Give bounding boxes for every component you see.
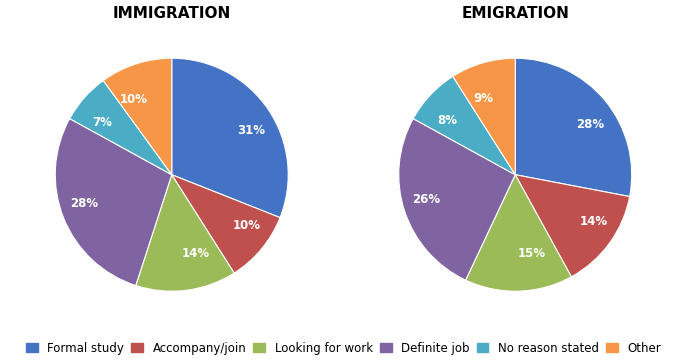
Text: 9%: 9% — [473, 92, 493, 105]
Text: 7%: 7% — [93, 116, 113, 129]
Title: IMMIGRATION: IMMIGRATION — [113, 6, 231, 21]
Wedge shape — [172, 58, 289, 218]
Text: 8%: 8% — [438, 114, 458, 127]
Text: 14%: 14% — [579, 215, 607, 228]
Legend: Formal study, Accompany/join, Looking for work, Definite job, No reason stated, : Formal study, Accompany/join, Looking fo… — [23, 338, 664, 358]
Wedge shape — [453, 58, 515, 175]
Text: 26%: 26% — [412, 193, 440, 206]
Text: 31%: 31% — [237, 124, 265, 137]
Text: 28%: 28% — [70, 197, 98, 210]
Wedge shape — [413, 76, 515, 175]
Text: 14%: 14% — [181, 247, 210, 260]
Wedge shape — [55, 119, 172, 285]
Text: 28%: 28% — [576, 118, 605, 131]
Text: 10%: 10% — [120, 93, 147, 106]
Wedge shape — [69, 80, 172, 175]
Wedge shape — [103, 58, 172, 175]
Wedge shape — [136, 175, 234, 291]
Title: EMIGRATION: EMIGRATION — [461, 6, 570, 21]
Text: 15%: 15% — [518, 248, 546, 260]
Wedge shape — [515, 175, 630, 277]
Text: 10%: 10% — [233, 219, 261, 232]
Wedge shape — [398, 119, 515, 280]
Wedge shape — [515, 58, 632, 197]
Wedge shape — [172, 175, 280, 273]
Wedge shape — [466, 175, 572, 291]
